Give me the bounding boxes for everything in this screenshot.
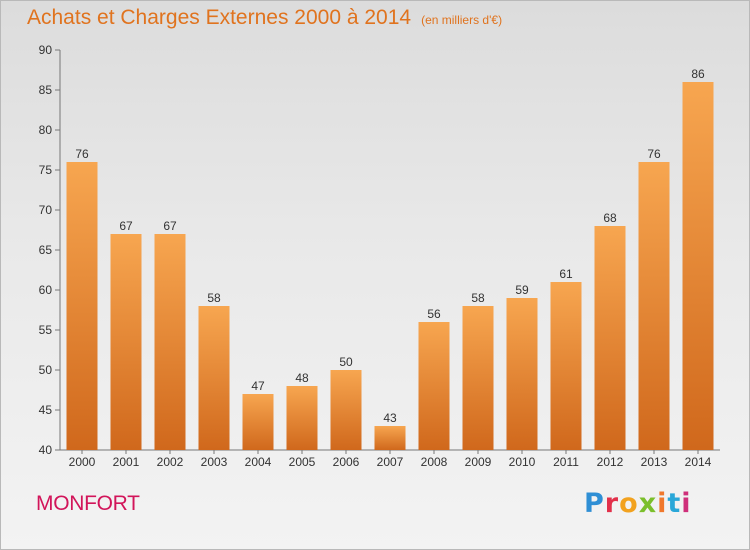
x-tick-label: 2011 xyxy=(553,455,579,469)
bar-value-label: 59 xyxy=(515,283,529,297)
y-tick-label: 55 xyxy=(39,323,53,337)
bar-value-label: 50 xyxy=(339,355,353,369)
x-tick-label: 2005 xyxy=(289,455,316,469)
x-tick-label: 2007 xyxy=(377,455,404,469)
y-tick-label: 60 xyxy=(39,283,53,297)
chart-title: Achats et Charges Externes 2000 à 2014 (e… xyxy=(27,6,502,30)
bar-value-label: 47 xyxy=(251,379,265,393)
y-tick-label: 80 xyxy=(39,123,53,137)
bar xyxy=(198,306,230,450)
bar xyxy=(374,426,406,450)
bar-value-label: 86 xyxy=(691,67,705,81)
x-tick-label: 2003 xyxy=(201,455,228,469)
y-tick-label: 65 xyxy=(39,243,53,257)
x-tick-label: 2009 xyxy=(465,455,492,469)
bar xyxy=(154,234,186,450)
y-tick-label: 75 xyxy=(39,163,53,177)
x-tick-label: 2008 xyxy=(421,455,448,469)
bar-value-label: 58 xyxy=(207,291,221,305)
bar xyxy=(110,234,142,450)
bar xyxy=(242,394,274,450)
bar xyxy=(594,226,626,450)
bar xyxy=(506,298,538,450)
bar-value-label: 67 xyxy=(119,219,133,233)
bar xyxy=(66,162,98,450)
y-tick-label: 90 xyxy=(39,43,53,57)
bar xyxy=(418,322,450,450)
x-tick-label: 2001 xyxy=(113,455,140,469)
bar xyxy=(286,386,318,450)
town-name: MONFORT xyxy=(36,492,140,515)
x-tick-label: 2013 xyxy=(641,455,668,469)
bar xyxy=(330,370,362,450)
bar-value-label: 76 xyxy=(647,147,661,161)
chart-title-text: Achats et Charges Externes 2000 à 2014 xyxy=(27,6,412,29)
y-tick-label: 70 xyxy=(39,203,53,217)
bar-value-label: 76 xyxy=(75,147,89,161)
x-tick-label: 2000 xyxy=(69,455,96,469)
chart-unit: (en milliers d'€) xyxy=(421,13,503,27)
bar-value-label: 58 xyxy=(471,291,485,305)
y-tick-label: 50 xyxy=(39,363,53,377)
bar-value-label: 48 xyxy=(295,371,309,385)
x-tick-label: 2010 xyxy=(509,455,536,469)
x-tick-label: 2012 xyxy=(597,455,624,469)
y-tick-label: 85 xyxy=(39,83,53,97)
bar-value-label: 61 xyxy=(559,267,573,281)
y-tick-label: 45 xyxy=(39,403,53,417)
bar-value-label: 56 xyxy=(427,307,441,321)
data-labels: 76 67 67 58 47 48 50 43 56 58 59 61 68 76 86 xyxy=(75,67,705,425)
bar xyxy=(638,162,670,450)
bars xyxy=(66,82,714,450)
bar-value-label: 67 xyxy=(163,219,177,233)
bar-value-label: 68 xyxy=(603,211,617,225)
x-tick-label: 2002 xyxy=(157,455,184,469)
y-tick-label: 40 xyxy=(39,443,53,457)
x-tick-label: 2014 xyxy=(685,455,712,469)
proxiti-logo: Proxiti xyxy=(584,488,692,519)
bar-value-label: 43 xyxy=(383,411,397,425)
bar xyxy=(682,82,714,450)
axes: 40 45 50 55 60 65 70 75 80 85 90 2000 2001 2002 2003 20… xyxy=(39,43,720,469)
bar xyxy=(462,306,494,450)
x-tick-label: 2006 xyxy=(333,455,360,469)
bar xyxy=(550,282,582,450)
x-tick-label: 2004 xyxy=(245,455,272,469)
